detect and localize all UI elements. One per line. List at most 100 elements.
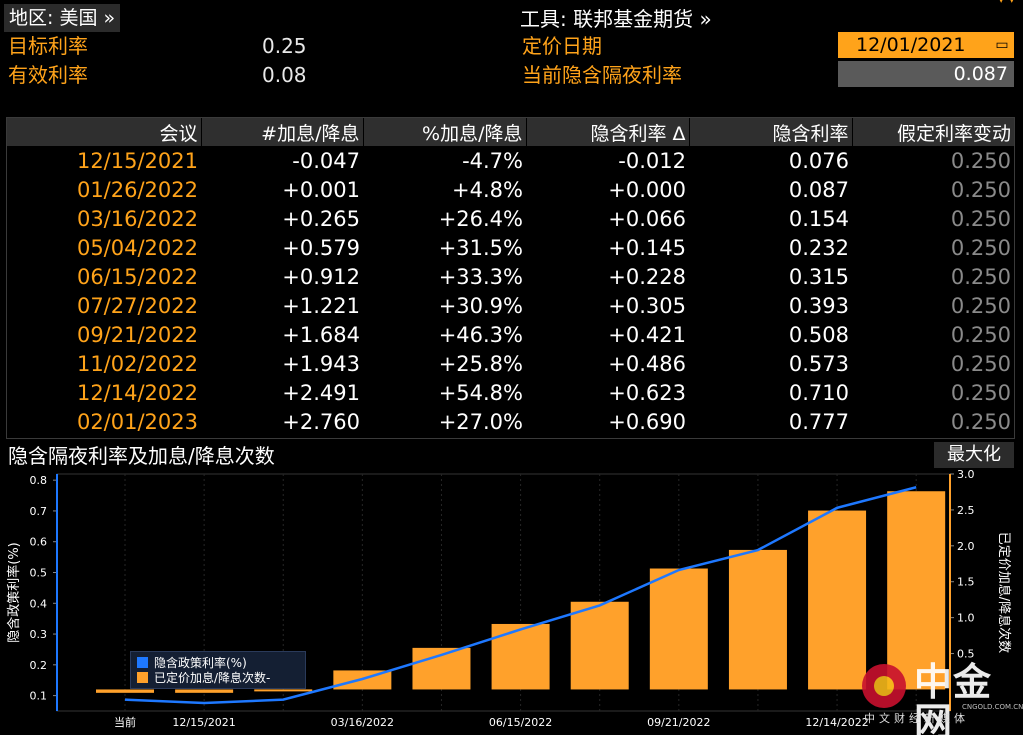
chart-bar (728, 549, 787, 690)
cell-assumed-move: 0.250 (950, 148, 1011, 173)
cell-hikes-pct: +30.9% (438, 293, 523, 318)
cell-assumed-move: 0.250 (950, 206, 1011, 231)
cell-assumed-move: 0.250 (950, 351, 1011, 376)
cell-hikes-pct: +46.3% (438, 322, 523, 347)
left-tick-label: 0.6 (30, 536, 48, 549)
cell-implied-rate: 0.777 (788, 409, 849, 434)
table-row[interactable]: 01/26/2022 +0.001 +4.8% +0.000 0.087 0.250 (7, 175, 1014, 204)
cell-implied-delta: +0.066 (608, 206, 686, 231)
cell-implied-delta: +0.690 (608, 409, 686, 434)
col-meeting[interactable]: 会议 (7, 118, 202, 146)
left-tick-label: 0.1 (30, 690, 48, 703)
calendar-icon[interactable]: ▭ (995, 37, 1009, 53)
cell-implied-delta: +0.623 (608, 380, 686, 405)
cell-assumed-move: 0.250 (950, 235, 1011, 260)
cell-implied-delta: +0.228 (608, 264, 686, 289)
left-tick-label: 0.4 (30, 597, 48, 610)
cell-assumed-move: 0.250 (950, 409, 1011, 434)
cell-implied-rate: 0.573 (788, 351, 849, 376)
cell-hikes-count: +2.760 (282, 409, 360, 434)
chart-bar (808, 510, 867, 690)
pricing-date-value: 12/01/2021 (856, 34, 966, 56)
left-tick-label: 0.5 (30, 566, 48, 579)
cell-meeting: 01/26/2022 (76, 177, 198, 202)
col-implied-rate-delta[interactable]: 隐含利率 Δ (526, 118, 690, 146)
cell-implied-delta: -0.012 (618, 148, 686, 173)
col-hikes-count[interactable]: #加息/降息 (201, 118, 364, 146)
table-row[interactable]: 02/01/2023 +2.760 +27.0% +0.690 0.777 0.250 (7, 407, 1014, 436)
right-tick-label: 2.0 (957, 540, 975, 553)
logo-name: 中金网 (914, 660, 993, 735)
right-tick-label: 1.5 (957, 576, 975, 589)
cell-implied-rate: 0.232 (788, 235, 849, 260)
x-tick-label: 09/21/2022 (647, 716, 710, 729)
table-row[interactable]: 06/15/2022 +0.912 +33.3% +0.228 0.315 0.250 (7, 262, 1014, 291)
left-tick-label: 0.7 (30, 505, 48, 518)
left-tick-label: 0.3 (30, 628, 48, 641)
cell-hikes-count: +1.684 (282, 322, 360, 347)
cell-hikes-pct: +33.3% (438, 264, 523, 289)
table-row[interactable]: 03/16/2022 +0.265 +26.4% +0.066 0.154 0.250 (7, 204, 1014, 233)
cell-implied-rate: 0.710 (788, 380, 849, 405)
col-hikes-pct[interactable]: %加息/降息 (363, 118, 527, 146)
cell-implied-rate: 0.154 (788, 206, 849, 231)
right-tick-label: 0.5 (957, 648, 975, 661)
right-tick-label: 2.5 (957, 504, 975, 517)
table-row[interactable]: 07/27/2022 +1.221 +30.9% +0.305 0.393 0.250 (7, 291, 1014, 320)
cell-implied-delta: +0.486 (608, 351, 686, 376)
cell-meeting: 11/02/2022 (76, 351, 198, 376)
chart-legend: 隐含政策利率(%) 已定价加息/降息次数- (130, 651, 306, 689)
chart-bar (570, 601, 629, 690)
cell-assumed-move: 0.250 (950, 177, 1011, 202)
x-tick-label: 12/14/2022 (805, 716, 868, 729)
table-row[interactable]: 12/14/2022 +2.491 +54.8% +0.623 0.710 0.250 (7, 378, 1014, 407)
logo-icon (862, 664, 906, 708)
right-tick-label: 3.0 (957, 470, 975, 481)
col-assumed-move[interactable]: 假定利率变动 (852, 118, 1014, 146)
right-tick-label: 1.0 (957, 612, 975, 625)
chart-bar (175, 689, 234, 693)
cell-meeting: 02/01/2023 (76, 409, 198, 434)
col-implied-rate[interactable]: 隐含利率 (689, 118, 853, 146)
cell-meeting: 07/27/2022 (76, 293, 198, 318)
chart-bar (491, 623, 550, 690)
instrument-selector[interactable]: 工具: 联邦基金期货 » (520, 7, 712, 31)
x-tick-label: 当前 (114, 715, 136, 729)
cell-hikes-count: +0.001 (282, 177, 360, 202)
cell-meeting: 12/15/2021 (76, 148, 198, 173)
cell-hikes-pct: +26.4% (438, 206, 523, 231)
legend-line-label: 隐含政策利率(%) (154, 656, 247, 670)
legend-bar-label: 已定价加息/降息次数- (154, 671, 271, 685)
maximize-button[interactable]: 最大化 (934, 442, 1014, 468)
logo-url: CNGOLD.COM.CN (962, 703, 1023, 711)
top-truncated-text: ▾ ▾ (998, 0, 1015, 7)
target-rate-value: 0.25 (262, 34, 307, 58)
table-row[interactable]: 11/02/2022 +1.943 +25.8% +0.486 0.573 0.250 (7, 349, 1014, 378)
cell-assumed-move: 0.250 (950, 322, 1011, 347)
legend-line-swatch (137, 657, 148, 668)
cell-hikes-pct: +4.8% (452, 177, 523, 202)
left-axis-title: 隐含政策利率(%) (6, 542, 22, 643)
rate-line (124, 486, 917, 705)
pricing-date-label: 定价日期 (522, 34, 602, 58)
cell-meeting: 12/14/2022 (76, 380, 198, 405)
effective-rate-label: 有效利率 (8, 63, 88, 87)
cell-implied-rate: 0.315 (788, 264, 849, 289)
cell-hikes-pct: +25.8% (438, 351, 523, 376)
left-tick-label: 0.8 (30, 474, 48, 487)
chart-bar (887, 491, 946, 690)
region-selector[interactable]: 地区: 美国 » (4, 4, 121, 32)
chart-bar (649, 568, 708, 690)
cell-implied-rate: 0.087 (788, 177, 849, 202)
pricing-date-input[interactable]: 12/01/2021 ▭ (838, 32, 1014, 58)
table-row[interactable]: 05/04/2022 +0.579 +31.5% +0.145 0.232 0.250 (7, 233, 1014, 262)
table-row[interactable]: 12/15/2021 -0.047 -4.7% -0.012 0.076 0.250 (7, 146, 1014, 175)
x-tick-label: 12/15/2021 (172, 716, 235, 729)
table-row[interactable]: 09/21/2022 +1.684 +46.3% +0.421 0.508 0.250 (7, 320, 1014, 349)
meetings-table: 会议 #加息/降息 %加息/降息 隐含利率 Δ 隐含利率 假定利率变动 12/1… (6, 117, 1015, 439)
chart-section-title: 隐含隔夜利率及加息/降息次数 (8, 444, 275, 468)
right-axis-title: 已定价加息/降息次数 (996, 532, 1012, 653)
cell-implied-delta: +0.000 (608, 177, 686, 202)
cell-hikes-count: -0.047 (292, 148, 360, 173)
target-rate-label: 目标利率 (8, 34, 88, 58)
